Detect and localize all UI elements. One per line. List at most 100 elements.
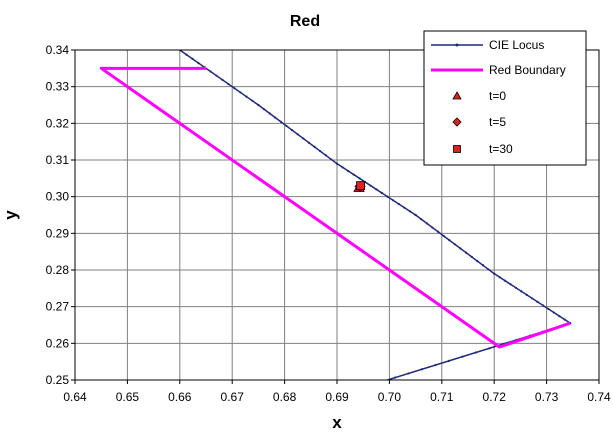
series-point-cie-locus — [453, 243, 456, 246]
series-point-cie-locus — [290, 129, 294, 132]
series-point-cie-locus — [407, 372, 410, 375]
series-point-cie-locus — [262, 108, 266, 111]
series-point-cie-locus — [191, 57, 194, 61]
legend-box — [423, 30, 587, 166]
series-point-cie-locus — [498, 276, 501, 279]
series-point-cie-locus — [448, 239, 451, 242]
series-point-cie-locus — [431, 226, 434, 229]
series-point-cie-locus — [425, 222, 428, 225]
series-point-cie-locus — [474, 351, 477, 354]
legend-label-t30: t=30 — [489, 142, 513, 156]
series-point-cie-locus — [185, 53, 188, 56]
series-point-cie-locus — [461, 355, 464, 358]
x-tick-label: 0.69 — [325, 390, 349, 404]
series-point-cie-locus — [197, 61, 200, 65]
x-tick-label: 0.67 — [221, 390, 245, 404]
legend-swatch-t0-triangle — [452, 91, 462, 100]
series-point-cie-locus — [335, 162, 339, 165]
series-point-cie-locus — [215, 74, 218, 77]
y-tick-label: 0.28 — [46, 263, 70, 277]
series-point-cie-locus — [487, 268, 490, 271]
x-tick-label: 0.74 — [587, 390, 611, 404]
series-point-cie-locus — [233, 87, 236, 90]
series-point-cie-locus — [547, 307, 550, 311]
y-tick-label: 0.25 — [46, 373, 70, 387]
series-point-cie-locus — [245, 95, 248, 98]
series-point-cie-locus — [563, 318, 566, 321]
series-line-red-boundary — [99, 66, 571, 349]
series-point-cie-locus — [227, 82, 230, 86]
series-point-cie-locus — [514, 286, 518, 289]
series-point-cie-locus — [324, 154, 327, 157]
series-point-cie-locus — [525, 293, 528, 296]
legend-label-red-boundary: Red Boundary — [489, 63, 566, 77]
series-point-cie-locus — [313, 145, 316, 149]
series-point-cie-locus — [268, 112, 271, 115]
x-axis-label: x — [332, 413, 342, 432]
series-point-cie-locus — [393, 376, 397, 379]
legend-label-cie-locus: CIE Locus — [489, 38, 544, 52]
x-tick-label: 0.65 — [116, 390, 140, 404]
series-point-cie-locus — [465, 251, 468, 254]
x-tick-label: 0.72 — [483, 390, 507, 404]
series-point-cie-locus — [209, 70, 212, 73]
y-tick-label: 0.29 — [46, 226, 70, 240]
series-point-cie-locus — [307, 141, 311, 144]
series-point-cie-locus — [442, 234, 445, 238]
series-point-cie-locus — [279, 120, 282, 123]
legend-swatch-t30-square — [453, 145, 461, 153]
y-tick-label: 0.27 — [46, 300, 70, 314]
series-point-cie-locus — [420, 218, 423, 221]
series-point-cie-locus — [285, 124, 288, 128]
series-point-cie-locus — [386, 195, 389, 198]
series-point-cie-locus — [509, 283, 512, 286]
y-axis-label: y — [1, 210, 20, 220]
series-point-cie-locus — [251, 99, 254, 102]
series-point-cie-locus — [420, 368, 424, 371]
series-point-cie-locus — [397, 202, 400, 206]
y-tick-label: 0.26 — [46, 336, 70, 350]
legend-label-t5: t=5 — [489, 115, 506, 129]
series-point-cie-locus — [369, 184, 372, 187]
plot-series — [99, 50, 572, 380]
series-point-cie-locus — [302, 137, 305, 140]
series-point-cie-locus — [476, 259, 479, 263]
legend-swatch-t5-diamond — [452, 117, 462, 127]
series-point-cie-locus — [503, 279, 507, 282]
series-point-cie-locus — [347, 169, 350, 173]
series-point-cie-locus — [520, 290, 523, 293]
y-tick-label: 0.34 — [46, 43, 70, 57]
series-point-cie-locus — [552, 311, 555, 314]
y-tick-label: 0.31 — [46, 153, 70, 167]
series-point-cie-locus — [352, 173, 355, 176]
y-tick-label: 0.32 — [46, 116, 70, 130]
x-tick-label: 0.73 — [535, 390, 559, 404]
series-point-cie-locus — [257, 103, 260, 107]
y-tick-label: 0.30 — [46, 190, 70, 204]
series-point-cie-locus — [375, 188, 378, 191]
series-point-cie-locus — [408, 210, 412, 213]
series-point-cie-locus — [403, 206, 406, 209]
series-point-cie-locus — [481, 264, 485, 267]
plot-frame — [74, 49, 600, 381]
series-point-cie-locus — [493, 272, 496, 275]
chart-title: Red — [290, 13, 320, 30]
legend: CIE Locus Red Boundary t=0 t=5 t=30 — [423, 30, 587, 166]
x-tick-label: 0.64 — [63, 390, 87, 404]
series-point-cie-locus — [436, 230, 440, 233]
series-point-cie-locus — [447, 359, 451, 362]
series-point-cie-locus — [330, 158, 333, 161]
x-tick-label: 0.68 — [273, 390, 297, 404]
x-tick-label: 0.70 — [378, 390, 402, 404]
plot-area — [99, 50, 572, 380]
series-point-cie-locus — [414, 213, 417, 217]
x-tick-label: 0.66 — [168, 390, 192, 404]
series-point-cie-locus — [392, 199, 395, 202]
y-tick-label: 0.33 — [46, 80, 70, 94]
series-point-cie-locus — [296, 133, 299, 136]
series-point-cie-locus — [341, 166, 344, 169]
series-point-cie-locus — [274, 116, 277, 119]
series-point-cie-locus — [380, 191, 384, 195]
series-point-t-30 — [356, 181, 365, 191]
